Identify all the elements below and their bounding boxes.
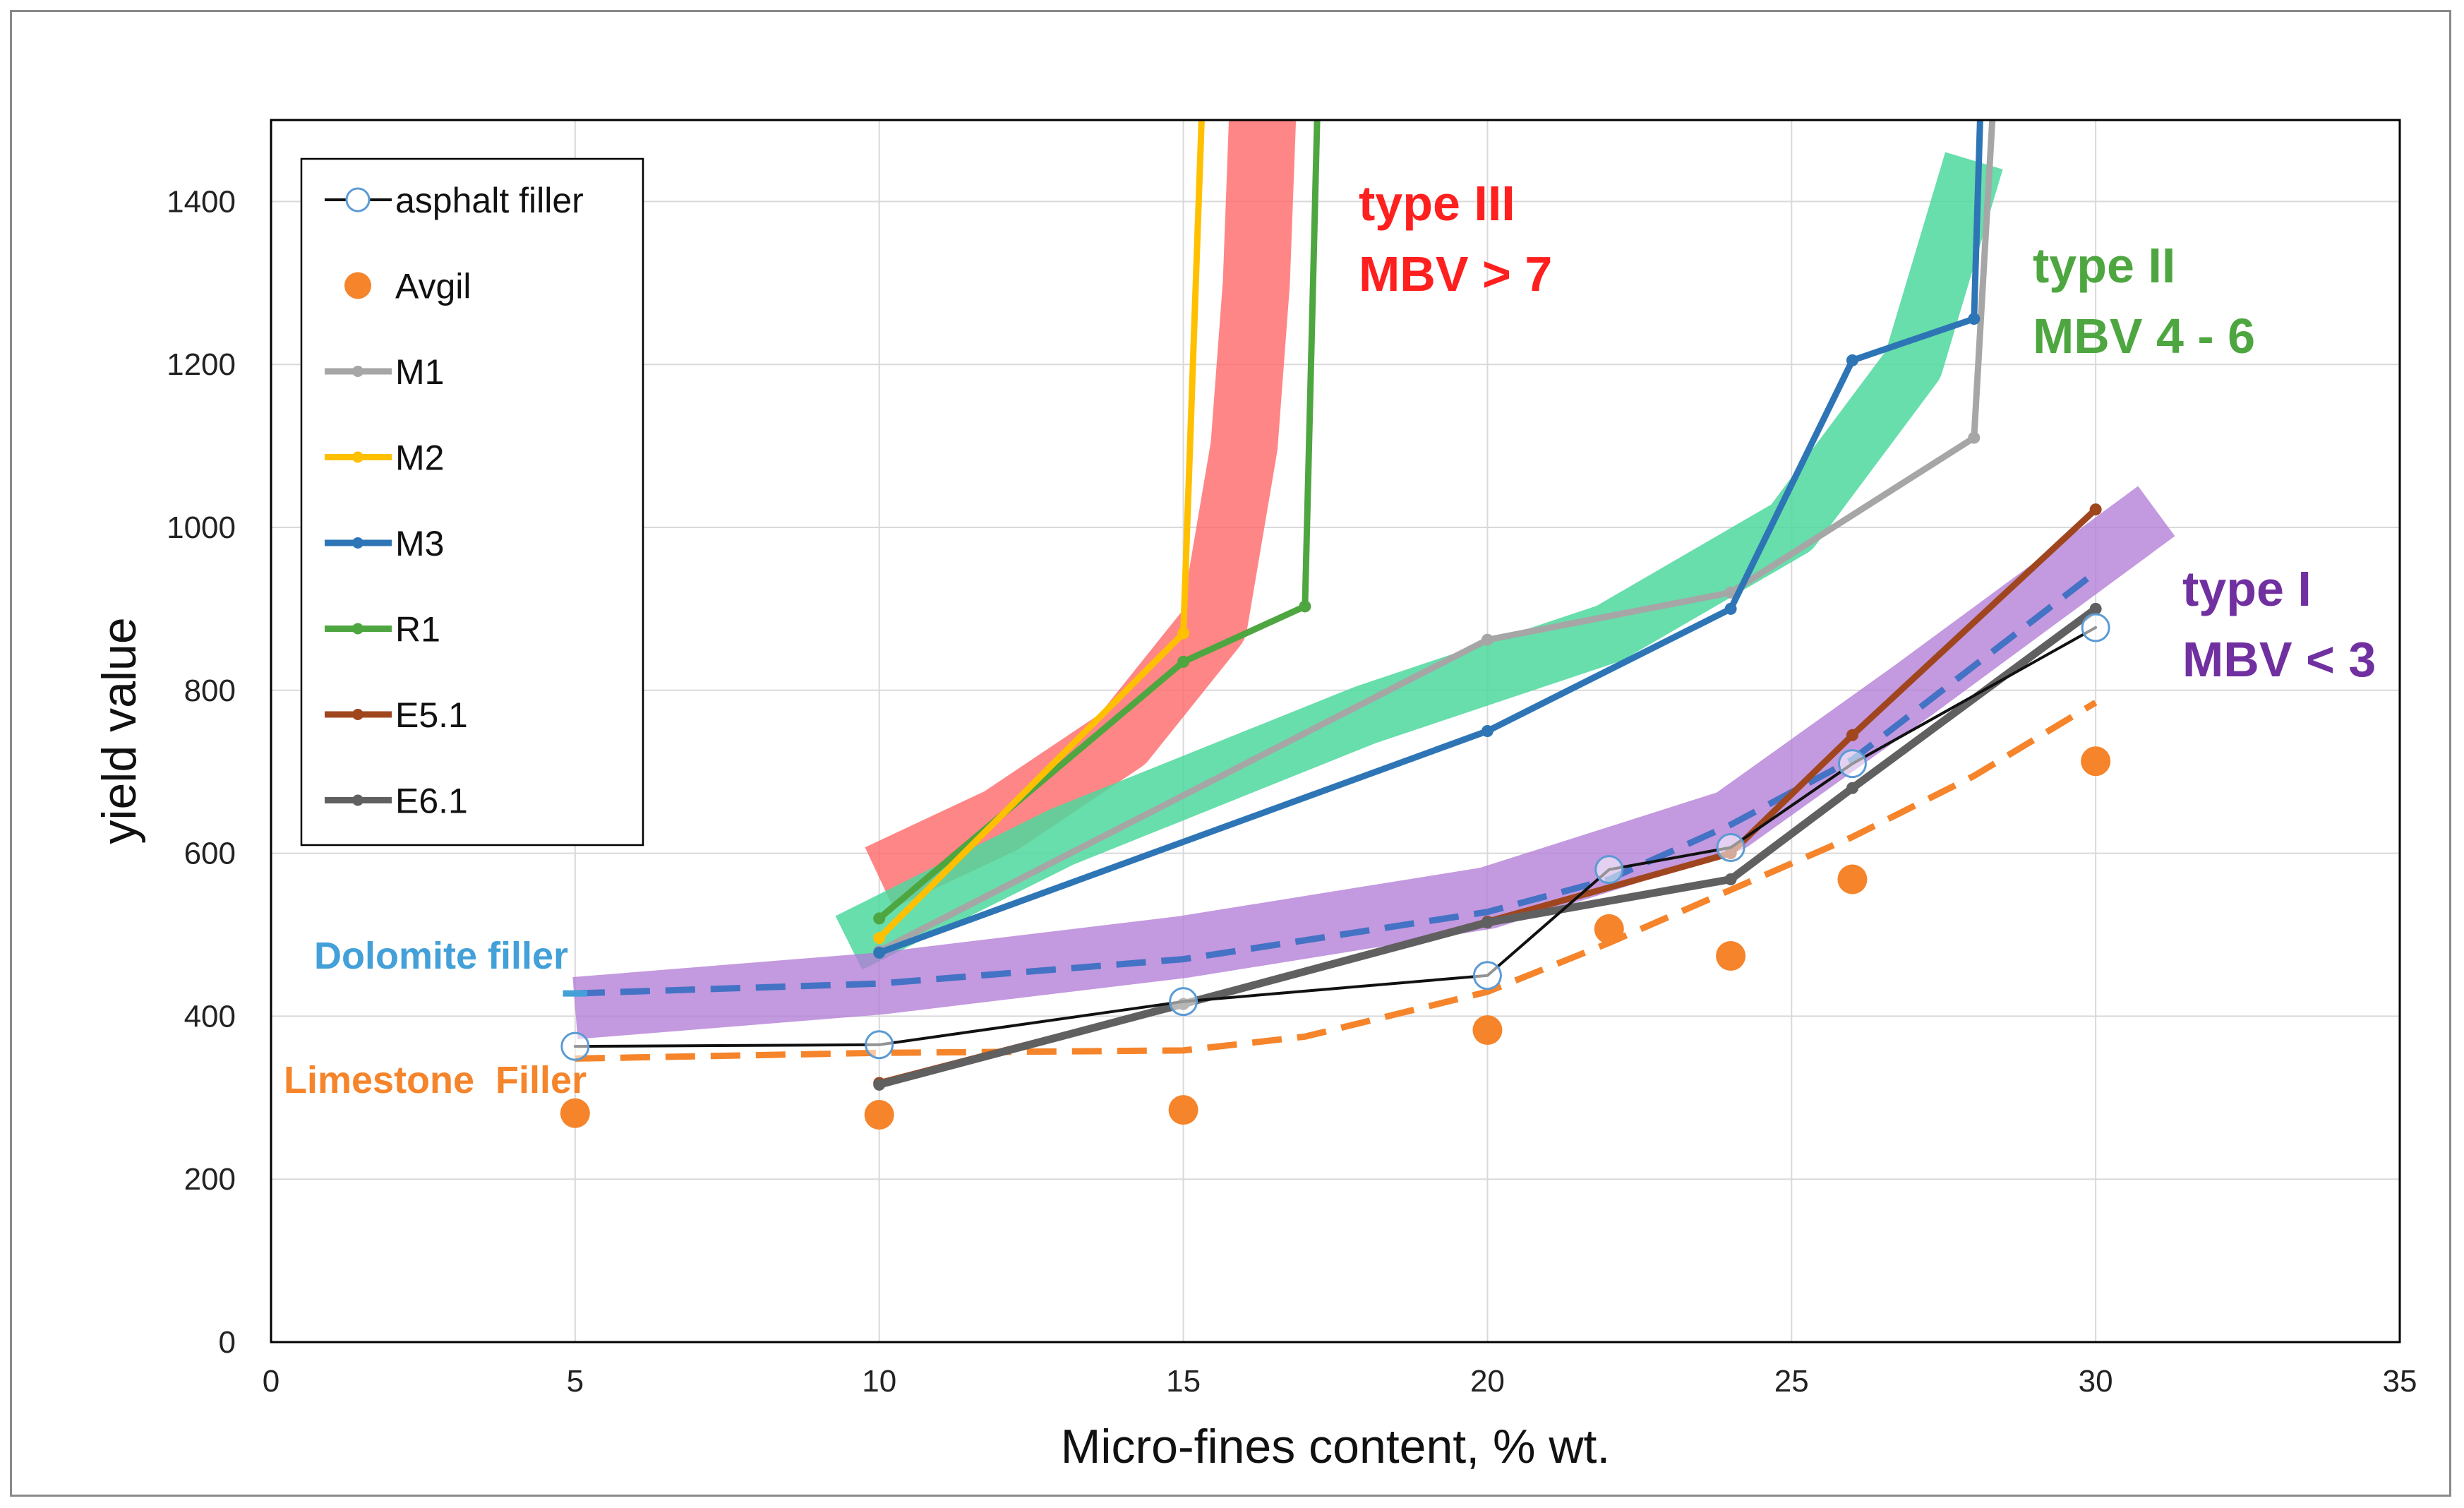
type-iii-mbv: MBV > 7 [1359, 246, 1552, 301]
data-point-avgil [1472, 1015, 1503, 1046]
x-tick-label: 35 [2383, 1364, 2417, 1399]
data-point-m3 [1968, 313, 1981, 325]
legend-swatch-marker-e5-1 [352, 709, 363, 720]
data-point-m1 [1968, 431, 1981, 444]
x-tick-label: 30 [2079, 1364, 2113, 1399]
chart-frame [10, 10, 2451, 1497]
x-tick-label: 10 [862, 1364, 896, 1399]
data-point-asphalt-filler [1837, 749, 1867, 779]
plot-border [270, 119, 2401, 1344]
type-bands [572, 120, 2175, 1039]
data-point-e6-1 [1846, 782, 1858, 794]
data-point-avgil [1594, 914, 1624, 944]
data-point-m3 [873, 946, 886, 959]
axis-ticks: 0 5 10 15 20 25 30 35 0 200 400 600 800 1000 1200 1400 [167, 184, 2417, 1399]
data-point-avgil [1837, 864, 1868, 894]
dolomite-filler-label: Dolomite filler [314, 935, 568, 977]
data-point-asphalt-filler [1716, 833, 1745, 863]
data-point-m3 [1846, 354, 1858, 366]
y-tick-label: 600 [184, 837, 236, 871]
data-point-avgil [1168, 1095, 1198, 1125]
band-type-ii [835, 152, 2003, 970]
data-point-asphalt-filler [1169, 987, 1198, 1017]
y-tick-label: 0 [219, 1325, 236, 1360]
data-point-r1 [873, 912, 886, 925]
data-point-asphalt-filler [1594, 855, 1624, 885]
legend-swatch-marker-r1 [352, 623, 363, 635]
y-axis-title: yield value [92, 617, 146, 844]
type-i-mbv: MBV < 3 [2182, 632, 2376, 687]
data-point-m2 [873, 932, 886, 945]
data-point-m2 [1177, 627, 1190, 640]
legend-swatch-marker-avgil [344, 272, 371, 299]
legend-swatch-marker-e6-1 [352, 794, 363, 806]
y-tick-label: 1400 [167, 184, 236, 219]
data-point-e6-1 [873, 1078, 886, 1091]
data-point-avgil [560, 1098, 590, 1128]
legend-label-m1: M1 [395, 352, 444, 392]
legend-label-r1: R1 [395, 610, 440, 650]
limestone-filler-line [575, 700, 2098, 1062]
y-tick-label: 1200 [167, 347, 236, 382]
data-point-avgil [864, 1100, 894, 1130]
data-point-r1 [1299, 600, 1311, 613]
data-point-avgil [2081, 746, 2111, 777]
type-ii-title: type II [2033, 238, 2175, 293]
y-tick-label: 200 [184, 1162, 236, 1197]
data-series [560, 120, 2111, 1130]
x-tick-label: 5 [567, 1364, 584, 1399]
y-tick-label: 800 [184, 674, 236, 708]
data-point-e5-1 [2089, 503, 2102, 516]
data-point-m1 [1481, 633, 1494, 646]
data-point-e6-1 [2089, 602, 2102, 615]
data-point-asphalt-filler [1472, 961, 1502, 991]
y-tick-label: 1000 [167, 510, 236, 545]
type-iii-title: type III [1359, 176, 1515, 231]
legend: asphalt filler Avgil M1 M2 M3 R1 E5.1 E6.1 [300, 157, 644, 846]
legend-swatch-marker-m1 [352, 366, 363, 377]
data-point-e5-1 [1846, 729, 1858, 741]
legend-label-e6-1: E6.1 [395, 782, 468, 821]
type-ii-mbv: MBV 4 - 6 [2033, 309, 2255, 364]
legend-swatch-marker-m3 [352, 537, 363, 549]
legend-box [300, 157, 644, 846]
legend-label-avgil: Avgil [395, 267, 471, 306]
series-line-m3 [876, 120, 1983, 956]
data-point-asphalt-filler [560, 1031, 590, 1061]
type-i-title: type I [2182, 561, 2312, 616]
data-point-m3 [1481, 725, 1494, 737]
legend-label-asphalt-filler: asphalt filler [395, 181, 584, 220]
limestone-filler-label: Limestone Filler [284, 1059, 587, 1101]
data-point-r1 [1177, 655, 1190, 668]
data-point-m3 [1724, 602, 1737, 615]
y-tick-label: 400 [184, 999, 236, 1034]
band-type-i [572, 486, 2175, 1039]
data-point-asphalt-filler [2081, 613, 2110, 642]
x-tick-label: 15 [1166, 1364, 1201, 1399]
x-tick-label: 25 [1774, 1364, 1809, 1399]
x-tick-label: 20 [1470, 1364, 1505, 1399]
data-point-asphalt-filler [865, 1030, 894, 1060]
series-line-e6-1 [875, 604, 2100, 1089]
x-tick-label: 0 [263, 1364, 280, 1399]
legend-swatch-marker-asphalt-filler [345, 187, 371, 213]
series-line-asphalt-filler [573, 626, 2098, 1048]
band-type-iii [865, 120, 1297, 909]
data-point-e6-1 [1481, 916, 1494, 929]
data-point-avgil [1716, 941, 1746, 971]
legend-label-e5-1: E5.1 [395, 695, 468, 735]
legend-swatch-marker-m2 [352, 451, 363, 463]
legend-label-m3: M3 [395, 524, 444, 563]
legend-label-m2: M2 [395, 438, 444, 478]
x-axis-title: Micro-fines content, % wt. [1061, 1420, 1610, 1473]
data-point-e6-1 [1724, 873, 1737, 886]
